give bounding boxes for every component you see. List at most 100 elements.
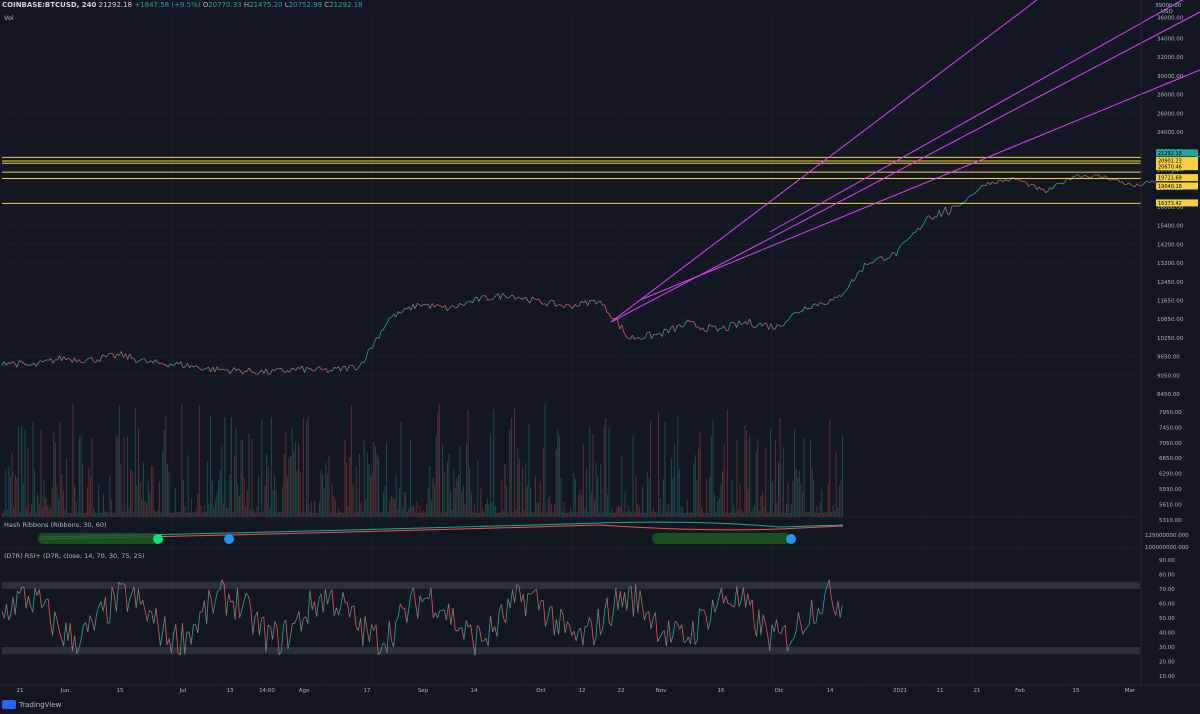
volume-bar xyxy=(590,492,592,517)
volume-bar xyxy=(507,512,509,517)
volume-bar xyxy=(733,505,735,517)
trend-lines[interactable]: 13-14 enero xyxy=(610,0,1200,323)
volume-bar xyxy=(584,507,586,517)
price-tick-label: 10850.00 xyxy=(1157,317,1184,323)
rsi-segment xyxy=(102,597,106,612)
rsi-segment xyxy=(201,600,205,613)
volume-bar xyxy=(643,512,645,517)
volume-bar xyxy=(683,512,685,517)
price-segment xyxy=(874,258,878,261)
price-segment xyxy=(791,312,795,315)
volume-bar xyxy=(491,502,493,517)
price-segment xyxy=(972,192,976,196)
price-segment xyxy=(257,371,260,375)
price-segment xyxy=(178,361,182,365)
volume-bar xyxy=(338,508,340,517)
volume-bar xyxy=(736,440,738,517)
volume-bar xyxy=(254,513,256,517)
rsi-tick-label: 50.00 xyxy=(1159,616,1175,622)
rsi-pane-label[interactable]: (D7R) RSI+ (D7R, close, 14, 70, 30, 75, … xyxy=(4,552,145,560)
price-segment xyxy=(206,366,209,369)
price-segment xyxy=(76,359,79,363)
volume-bar xyxy=(189,512,191,517)
volume-bar xyxy=(555,449,557,517)
volume-bar xyxy=(624,492,626,517)
open-label: O xyxy=(202,1,209,9)
volume-bar xyxy=(389,502,391,517)
rsi-segment xyxy=(767,634,771,651)
volume-bar xyxy=(96,513,98,517)
rsi-segment xyxy=(329,589,333,594)
rsi-segment xyxy=(287,637,291,649)
volume-bar xyxy=(685,513,687,517)
price-segment xyxy=(740,323,744,325)
price-segment xyxy=(525,297,529,302)
price-segment xyxy=(1143,181,1146,185)
volume-pane-label[interactable]: Vol xyxy=(4,14,14,22)
price-segment xyxy=(400,311,403,314)
volume-bar xyxy=(117,437,119,517)
rsi-segment xyxy=(707,621,711,630)
symbol-label[interactable]: COINBASE:BTCUSD, 240 xyxy=(2,1,97,9)
tradingview-logo[interactable]: TradingView xyxy=(2,700,61,709)
volume-bar xyxy=(312,512,314,517)
volume-bar xyxy=(493,409,495,517)
volume-bar xyxy=(309,512,311,517)
volume-bar xyxy=(179,511,181,517)
volume-bar xyxy=(546,512,548,517)
volume-bar xyxy=(474,503,476,517)
rsi-segment xyxy=(626,587,630,611)
volume-bar xyxy=(621,456,623,517)
price-segment xyxy=(996,179,1000,185)
rsi-segment xyxy=(710,599,713,622)
level-tag xyxy=(1156,149,1198,157)
volume-bar xyxy=(466,442,468,517)
volume-bar xyxy=(696,480,698,517)
volume-bar xyxy=(378,457,380,517)
volume-bar xyxy=(162,451,164,517)
volume-bar xyxy=(690,512,692,517)
rsi-segment xyxy=(573,630,577,641)
rsi-segment xyxy=(826,579,830,587)
rsi-segment xyxy=(219,579,223,590)
price-segment xyxy=(1147,181,1151,183)
rsi-segment xyxy=(19,586,23,594)
rsi-segment xyxy=(406,606,410,623)
price-segment xyxy=(1136,183,1140,187)
price-segment xyxy=(351,364,354,367)
volume-bar xyxy=(29,512,31,517)
price-segment xyxy=(659,332,663,337)
rsi-segment xyxy=(65,622,69,641)
rsi-segment xyxy=(782,625,786,629)
volume-bar xyxy=(403,492,405,517)
price-segment xyxy=(91,357,94,362)
volume-bar xyxy=(619,506,621,517)
volume-bar xyxy=(475,512,477,517)
rsi-segment xyxy=(661,630,665,634)
price-segment xyxy=(666,329,669,333)
price-segment xyxy=(536,298,539,301)
price-segment xyxy=(770,323,774,330)
price-segment xyxy=(304,366,307,373)
rsi-segment xyxy=(747,593,751,606)
price-segment xyxy=(387,317,390,323)
volume-bar xyxy=(154,510,156,517)
price-segment xyxy=(144,358,148,363)
price-segment xyxy=(1002,179,1006,183)
volume-bar xyxy=(357,511,359,517)
price-segment xyxy=(774,324,778,330)
time-axis[interactable]: 21 Jun 15 Jul 13 14:00 Ago 17 Sep 14 Oct 12 22 Nov 16 D… xyxy=(0,684,1200,694)
time-tick-label: 14:00 xyxy=(259,688,275,694)
volume-bar xyxy=(514,408,516,517)
rsi-segment xyxy=(670,635,674,643)
grid-lines xyxy=(2,12,1141,684)
price-segment xyxy=(578,300,582,307)
volume-bar xyxy=(48,507,50,517)
volume-bar xyxy=(14,475,16,517)
hash-ribbons-label[interactable]: Hash Ribbons (Ribbons, 30, 60) xyxy=(4,521,107,529)
price-segment xyxy=(299,365,303,369)
price-segment xyxy=(365,349,369,359)
rsi-segment xyxy=(683,640,687,644)
